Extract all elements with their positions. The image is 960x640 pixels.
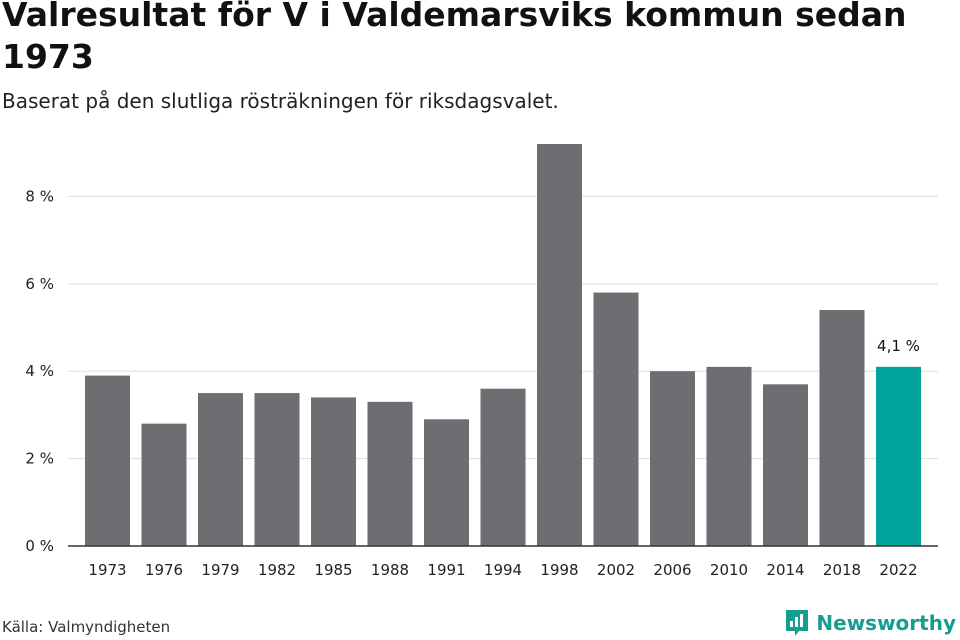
- bar-2014: [763, 384, 808, 546]
- bar-1991: [424, 419, 469, 546]
- bar-1994: [480, 388, 526, 546]
- bar-1985: [311, 397, 356, 546]
- x-tick-label: 2010: [710, 561, 748, 579]
- x-tick-label: 1994: [484, 561, 522, 579]
- y-tick-label: 4 %: [25, 362, 54, 380]
- bar-1973: [85, 375, 130, 546]
- x-tick-label: 1991: [427, 561, 465, 579]
- x-axis-ticks: 1973 1976 1979 1982 1985 1988 1991 1994 1998 2002…: [88, 561, 917, 579]
- bar-2010: [706, 366, 752, 546]
- newsworthy-logo-icon: [786, 610, 809, 636]
- bar-1979: [198, 393, 243, 546]
- bar-2006: [650, 371, 695, 546]
- y-tick-label: 0 %: [25, 537, 54, 555]
- bar-2022: [876, 366, 921, 546]
- bar-2002: [593, 292, 639, 546]
- chart-subtitle: Baserat på den slutliga rösträkningen fö…: [2, 89, 559, 113]
- y-tick-label: 8 %: [25, 187, 54, 205]
- y-tick-label: 2 %: [25, 450, 54, 468]
- brand-name: Newsworthy: [816, 611, 956, 635]
- x-tick-label: 1988: [371, 561, 409, 579]
- bar-2018: [819, 310, 865, 546]
- x-tick-label: 1979: [201, 561, 239, 579]
- x-tick-label: 1973: [88, 561, 126, 579]
- data-labels: 4,1 %: [877, 337, 920, 355]
- bar-1988: [367, 401, 413, 546]
- x-tick-label: 2014: [766, 561, 804, 579]
- y-axis-ticks: 0 % 2 % 4 % 6 % 8 %: [25, 187, 54, 555]
- bars: [85, 144, 921, 546]
- bar-1976: [141, 423, 187, 546]
- x-tick-label: 1998: [540, 561, 578, 579]
- x-tick-label: 1985: [314, 561, 352, 579]
- brand-logo: Newsworthy: [784, 608, 956, 638]
- x-tick-label: 2018: [823, 561, 861, 579]
- x-tick-label: 2022: [879, 561, 917, 579]
- bar-chart: 0 % 2 % 4 % 6 % 8 % 1973 1976 1979 1982 1985 1988…: [25, 144, 938, 579]
- source-note: Källa: Valmyndigheten: [2, 618, 171, 636]
- y-tick-label: 6 %: [25, 275, 54, 293]
- x-tick-label: 1982: [258, 561, 296, 579]
- bar-1982: [254, 393, 300, 546]
- x-tick-label: 2002: [597, 561, 635, 579]
- bar-1998: [537, 144, 582, 546]
- chart-title: Valresultat för V i Valdemarsviks kommun…: [2, 0, 907, 76]
- x-tick-label: 1976: [145, 561, 183, 579]
- x-tick-label: 2006: [653, 561, 691, 579]
- data-label-2022: 4,1 %: [877, 337, 920, 355]
